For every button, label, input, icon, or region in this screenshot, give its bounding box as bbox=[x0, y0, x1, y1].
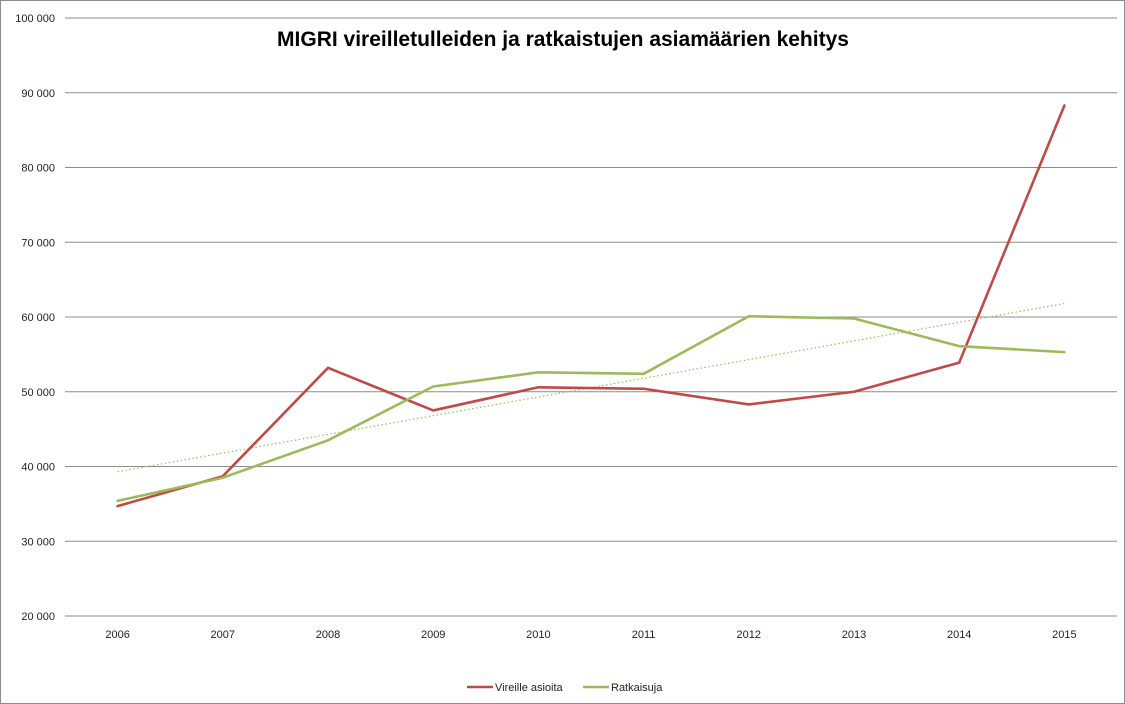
x-tick-label: 2006 bbox=[105, 629, 129, 641]
x-tick-label: 2013 bbox=[842, 629, 866, 641]
y-tick-label: 80 000 bbox=[21, 163, 55, 175]
x-tick-label: 2008 bbox=[316, 629, 340, 641]
chart-title: MIGRI vireilletulleiden ja ratkaistujen … bbox=[277, 28, 849, 51]
y-tick-label: 60 000 bbox=[21, 312, 55, 324]
x-tick-label: 2011 bbox=[632, 629, 656, 641]
y-tick-label: 40 000 bbox=[21, 462, 55, 474]
x-tick-label: 2010 bbox=[526, 629, 550, 641]
series-layer bbox=[116, 104, 1066, 508]
x-axis-ticks: 2006 2007 2008 2009 2010 2011 2012 2013 2014 2015 bbox=[105, 629, 1076, 641]
gridlines bbox=[65, 17, 1117, 617]
legend-label: Ratkaisuja bbox=[611, 682, 663, 694]
x-tick-label: 2007 bbox=[211, 629, 235, 641]
y-tick-label: 90 000 bbox=[21, 88, 55, 100]
y-tick-label: 70 000 bbox=[21, 237, 55, 249]
legend: Vireille asioita Ratkaisuja bbox=[467, 682, 663, 694]
x-tick-label: 2015 bbox=[1052, 629, 1076, 641]
x-tick-label: 2012 bbox=[737, 629, 761, 641]
series-line-ratkaisuja bbox=[116, 314, 1066, 503]
x-tick-label: 2014 bbox=[947, 629, 971, 641]
y-tick-label: 20 000 bbox=[21, 611, 55, 623]
series-line-vireille-asioita bbox=[116, 104, 1066, 508]
y-tick-label: 50 000 bbox=[21, 387, 55, 399]
x-tick-label: 2009 bbox=[421, 629, 445, 641]
legend-label: Vireille asioita bbox=[495, 682, 564, 694]
y-tick-label: 100 000 bbox=[15, 13, 55, 25]
y-tick-label: 30 000 bbox=[21, 536, 55, 548]
y-axis-ticks: 20 000 30 000 40 000 50 000 60 000 70 000 80 0… bbox=[15, 13, 55, 623]
